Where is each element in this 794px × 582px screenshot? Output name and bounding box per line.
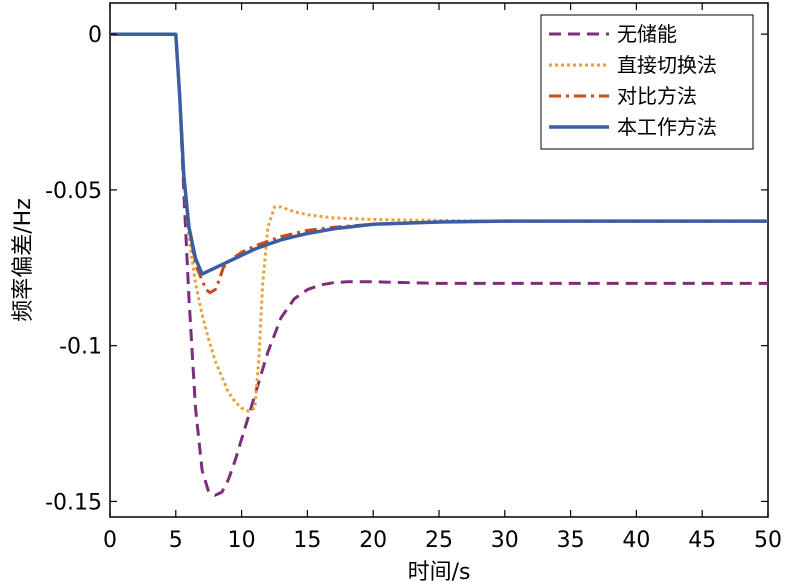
legend-label-4: 本工作方法 bbox=[617, 115, 717, 139]
x-tick-label: 20 bbox=[359, 528, 387, 553]
series-group bbox=[110, 32, 768, 497]
x-tick-label: 50 bbox=[754, 528, 782, 553]
x-tick-label: 45 bbox=[688, 528, 716, 553]
x-tick-label: 25 bbox=[425, 528, 453, 553]
series-line-4 bbox=[110, 32, 768, 276]
x-tick-label: 0 bbox=[103, 528, 117, 553]
x-axis-label: 时间/s bbox=[408, 560, 471, 582]
x-tick-label: 10 bbox=[228, 528, 256, 553]
y-axis-ticks: 0 -0.05 -0.1 -0.15 bbox=[45, 23, 768, 515]
x-tick-label: 15 bbox=[293, 528, 321, 553]
y-tick-label: -0.15 bbox=[45, 490, 102, 515]
legend-label-3: 对比方法 bbox=[617, 84, 697, 108]
x-tick-label: 35 bbox=[557, 528, 585, 553]
legend-label-2: 直接切换法 bbox=[617, 53, 717, 77]
series-line-1 bbox=[110, 32, 768, 497]
y-axis-label: 频率偏差/Hz bbox=[11, 198, 36, 322]
x-tick-label: 5 bbox=[169, 528, 183, 553]
y-tick-label: -0.05 bbox=[45, 179, 102, 204]
legend-label-1: 无储能 bbox=[617, 22, 677, 46]
y-tick-label: -0.1 bbox=[59, 335, 102, 360]
x-axis-ticks: 0 5 10 15 20 25 30 35 40 45 50 bbox=[103, 3, 782, 553]
x-tick-label: 30 bbox=[491, 528, 519, 553]
x-tick-label: 40 bbox=[622, 528, 650, 553]
y-tick-label: 0 bbox=[88, 23, 102, 48]
